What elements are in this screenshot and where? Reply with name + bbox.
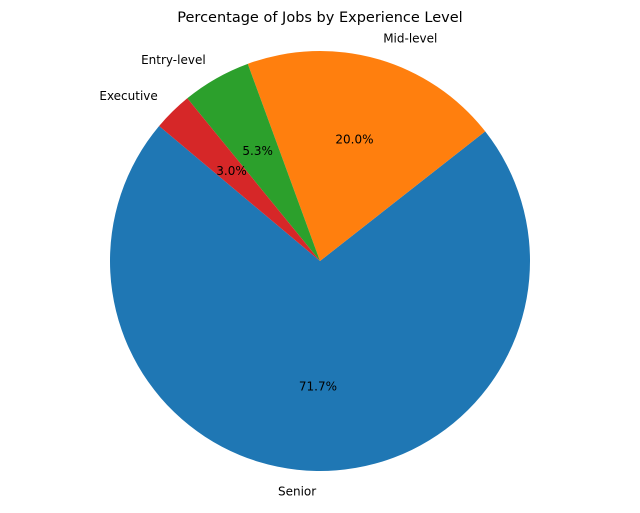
percent-label-senior: 71.7% [299,379,337,393]
slice-label-entry-level: Entry-level [141,53,206,67]
pie-labels: Senior 71.7% Mid-level 20.0% Entry-level 5.3%… [99,31,437,498]
pie-slices [110,50,531,472]
pie-slice-mid-level [247,50,486,261]
percent-label-mid-level: 20.0% [335,132,373,146]
slice-label-senior: Senior [278,484,316,498]
slice-label-mid-level: Mid-level [383,31,437,45]
pie-slice-senior [110,126,531,472]
slice-label-executive: Executive [99,89,157,103]
percent-label-executive: 3.0% [216,164,247,178]
percent-label-entry-level: 5.3% [242,144,273,158]
chart-title: Percentage of Jobs by Experience Level [177,10,462,26]
pie-slice-entry-level [187,63,320,261]
pie-slice-executive [159,98,320,261]
